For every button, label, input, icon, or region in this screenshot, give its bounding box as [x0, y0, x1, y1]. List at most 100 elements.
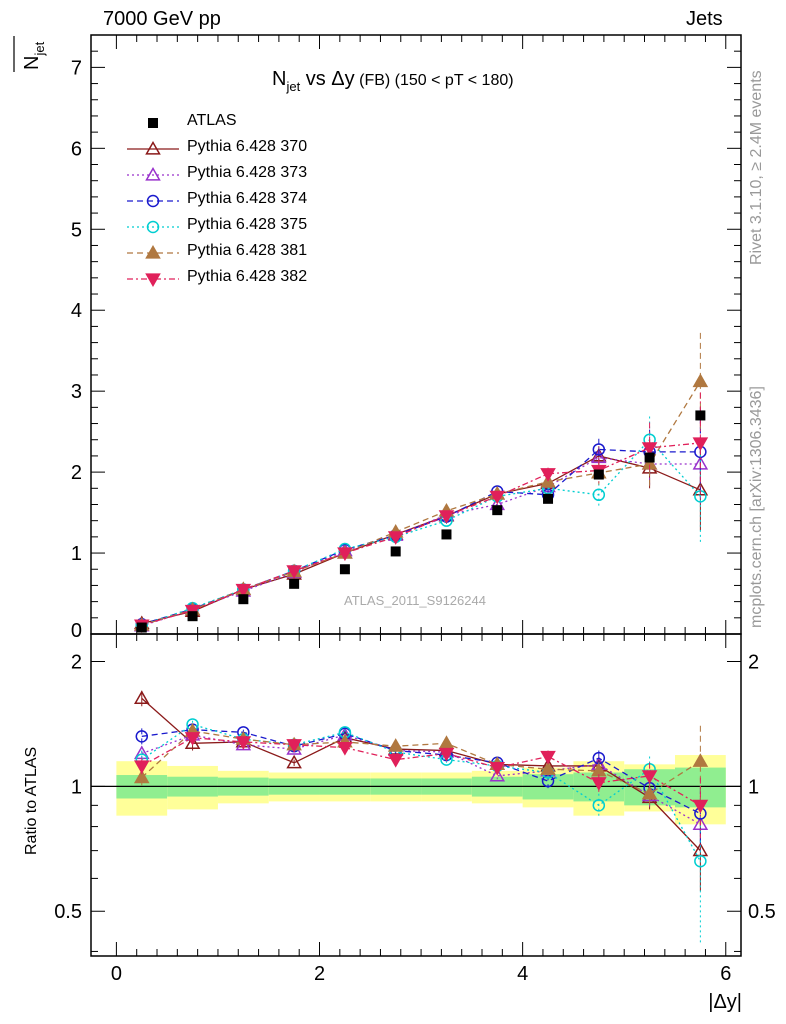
legend-label-atlas: ATLAS	[187, 112, 237, 129]
legend-item-atlas: ATLAS	[125, 110, 355, 136]
series-point-382	[387, 531, 404, 545]
legend-item-373: Pythia 6.428 373	[125, 162, 355, 188]
y-tick-label-top: 0	[71, 620, 82, 642]
legend-marker-370	[127, 140, 179, 155]
ratio-line-375	[141, 723, 701, 862]
data-point-atlas	[593, 469, 604, 480]
ratio-point-381	[387, 738, 404, 752]
y-tick-label-top: 7	[71, 57, 82, 79]
y-tick-label-top: 5	[71, 219, 82, 241]
y-tick-label-bottom-right: 1	[748, 776, 759, 798]
data-point-atlas	[289, 578, 300, 589]
legend: ATLAS Pythia 6.428 370 Pythia 6.428 373 …	[125, 110, 355, 292]
legend-item-382: Pythia 6.428 382	[125, 266, 355, 292]
data-point-atlas	[441, 529, 452, 540]
x-tick-label: 6	[720, 963, 731, 985]
ratio-point-373	[489, 767, 506, 782]
x-axis-label: |Δy|	[708, 991, 742, 1013]
series-point-382	[337, 547, 353, 562]
series-line-382	[141, 442, 701, 626]
series-line-381	[141, 381, 701, 626]
ratio-point-382	[235, 736, 252, 750]
ratio-point-375	[694, 854, 707, 868]
series-point-382	[540, 468, 556, 482]
data-point-atlas	[390, 546, 401, 557]
y-tick-label-bottom-left: 0.5	[54, 901, 82, 923]
legend-label-382: Pythia 6.428 382	[187, 268, 308, 285]
ratio-point-382	[540, 750, 556, 765]
legend-item-370: Pythia 6.428 370	[125, 136, 355, 162]
y-tick-label-top: 4	[71, 300, 82, 322]
ratio-point-381	[641, 785, 658, 800]
series-point-381	[692, 373, 709, 388]
ratio-point-370	[133, 690, 150, 704]
y-tick-label-top: 1	[71, 543, 82, 565]
data-point-atlas	[492, 505, 503, 516]
legend-symbol-382	[145, 273, 161, 288]
data-point-atlas	[695, 410, 706, 421]
data-point-atlas	[187, 611, 198, 622]
ratio-line-370	[141, 697, 701, 852]
ratio-point-382	[337, 742, 353, 756]
legend-symbol-375	[146, 220, 160, 234]
legend-symbol-381	[145, 244, 161, 259]
legend-symbol-370	[145, 140, 161, 155]
bottom-frame	[90, 633, 742, 957]
collision-label: 7000 GeV pp	[103, 8, 221, 30]
series-line-375	[141, 438, 701, 626]
mcplots-label: mcplots.cern.ch [arXiv:1306.3436]	[748, 386, 765, 628]
legend-label-370: Pythia 6.428 370	[187, 138, 308, 155]
y-tick-label-bottom-right: 2	[748, 652, 759, 674]
x-tick-label: 0	[111, 963, 122, 985]
ratio-point-382	[387, 754, 404, 768]
y-axis-label-top: Njet	[21, 41, 47, 70]
legend-label-374: Pythia 6.428 374	[187, 190, 308, 207]
legend-label-381: Pythia 6.428 381	[187, 242, 308, 259]
ratio-line-373	[141, 734, 701, 825]
y-tick-label-bottom-left: 2	[71, 652, 82, 674]
ratio-point-375	[592, 799, 606, 812]
data-point-atlas	[339, 564, 350, 575]
legend-item-375: Pythia 6.428 375	[125, 214, 355, 240]
legend-symbol-374	[146, 194, 160, 208]
legend-marker-375	[127, 220, 179, 234]
legend-marker-382	[127, 273, 179, 288]
data-point-atlas	[238, 594, 249, 605]
ratio-point-382	[489, 761, 506, 776]
y-tick-label-bottom-right: 0.5	[748, 901, 776, 923]
ratio-point-381	[133, 769, 150, 784]
legend-marker-374	[127, 194, 179, 208]
ratio-point-382	[184, 732, 201, 746]
ratio-point-381	[692, 753, 709, 767]
ratio-point-382	[641, 770, 658, 784]
ratio-point-382	[133, 760, 150, 774]
data-point-atlas	[136, 622, 147, 633]
ratio-point-370	[286, 754, 302, 769]
rivet-version-label: Rivet 3.1.10, ≥ 2.4M events	[748, 70, 765, 265]
ratio-line-381	[141, 730, 701, 795]
series-point-382	[438, 510, 455, 524]
series-point-382	[641, 442, 658, 456]
ratio-point-382	[286, 739, 302, 753]
analysis-watermark: ATLAS_2011_S9126244	[344, 593, 486, 608]
series-point-374	[592, 443, 606, 456]
chart-title: Njet vs Δy (FB) (150 < pT < 180)	[272, 68, 514, 94]
series-point-370	[692, 481, 709, 496]
legend-label-375: Pythia 6.428 375	[187, 216, 308, 233]
ratio-point-382	[692, 799, 709, 814]
legend-marker-381	[127, 244, 179, 259]
y-tick-label-top: 2	[71, 462, 82, 484]
legend-marker-atlas	[148, 118, 158, 128]
ratio-line-382	[141, 737, 701, 806]
legend-item-374: Pythia 6.428 374	[125, 188, 355, 214]
y-tick-label-top: 3	[71, 381, 82, 403]
ratio-line-374	[141, 729, 701, 815]
series-point-382	[692, 437, 709, 451]
legend-marker-373	[127, 166, 179, 181]
data-point-atlas	[543, 493, 554, 504]
data-point-atlas	[644, 452, 655, 463]
ratio-point-382	[438, 747, 455, 762]
legend-item-381: Pythia 6.428 381	[125, 240, 355, 266]
legend-symbol-373	[145, 166, 161, 181]
